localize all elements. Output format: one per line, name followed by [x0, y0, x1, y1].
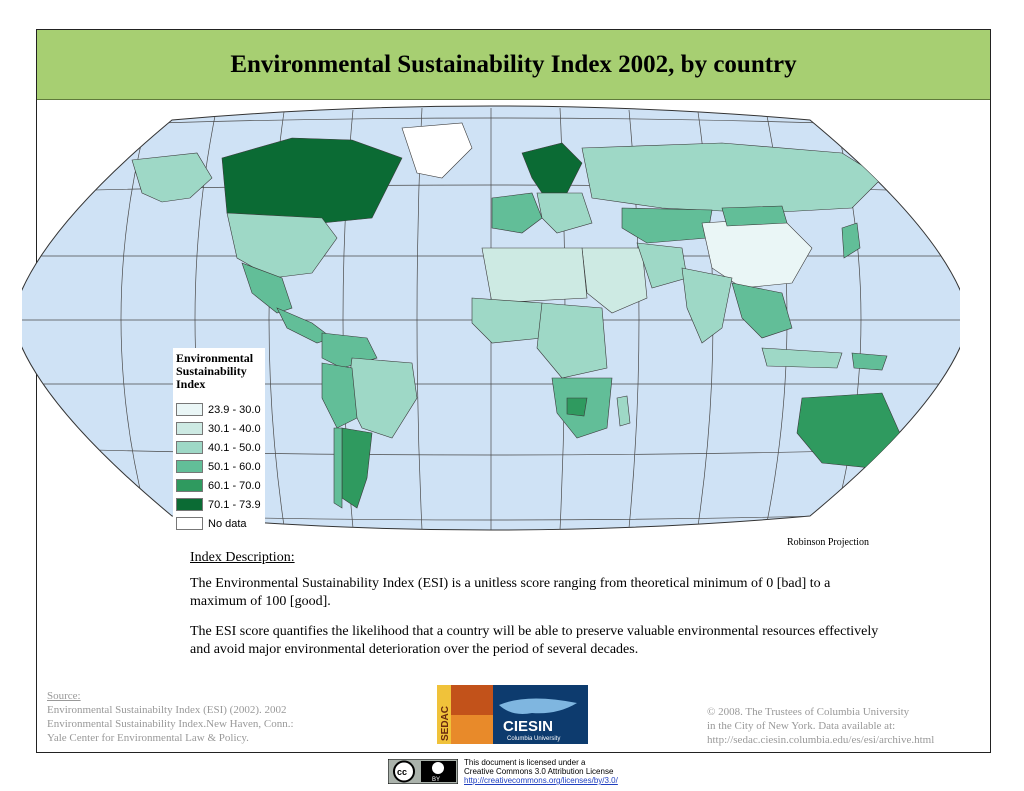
license-line: This document is licensed under a [464, 758, 586, 767]
world-map [11, 98, 971, 538]
country-india [681, 267, 733, 344]
legend-label: 60.1 - 70.0 [208, 479, 261, 492]
legend-title: Environmental Sustainability Index [173, 348, 265, 391]
legend-title-line: Environmental [176, 351, 254, 365]
source-block: Source: Environmental Sustainabilty Inde… [47, 689, 294, 745]
country-new-zealand [911, 457, 935, 494]
ciesin-subtext: Columbia University [507, 736, 560, 742]
legend-label: 30.1 - 40.0 [208, 422, 261, 435]
cc-by-badge-icon[interactable]: cc BY [388, 759, 458, 784]
sedac-ciesin-logo: SEDAC CIESIN Columbia University [437, 685, 588, 744]
ciesin-text: CIESIN [503, 718, 553, 735]
license-text: This document is licensed under a Creati… [464, 758, 618, 785]
legend-label: 23.9 - 30.0 [208, 403, 261, 416]
country-russia [581, 142, 883, 214]
country-usa [226, 212, 338, 279]
country-canada [221, 137, 403, 224]
description-paragraph-2: The ESI score quantifies the likelihood … [190, 624, 879, 657]
legend-label: No data [208, 517, 247, 530]
country-north-africa [481, 247, 588, 304]
legend-label: 40.1 - 50.0 [208, 441, 261, 454]
legend-title-line: Index [176, 377, 206, 391]
country-japan [841, 222, 861, 259]
legend-swatch [176, 403, 203, 416]
country-europe-west [491, 192, 543, 234]
copyright-block: © 2008. The Trustees of Columbia Univers… [707, 705, 934, 747]
legend-label: 70.1 - 73.9 [208, 498, 261, 511]
sedac-text: SEDAC [440, 706, 451, 741]
country-west-africa [471, 297, 543, 344]
country-central-africa [536, 302, 608, 379]
description-heading: Index Description: [190, 550, 295, 565]
country-greenland [401, 122, 473, 179]
sedac-bar [437, 685, 451, 744]
source-line: Environmental Sustainability Index.New H… [47, 718, 294, 730]
legend-swatch [176, 441, 203, 454]
data-url[interactable]: http://sedac.ciesin.columbia.edu/es/esi/… [707, 734, 935, 746]
source-line: Yale Center for Environmental Law & Poli… [47, 732, 249, 744]
copyright-line: in the City of New York. Data available … [707, 720, 896, 732]
legend-item: 50.1 - 60.0 [176, 460, 261, 473]
legend-item: 30.1 - 40.0 [176, 422, 261, 435]
country-alaska [131, 152, 213, 203]
country-png [851, 352, 888, 371]
by-text: BY [432, 777, 440, 783]
country-indonesia [761, 347, 843, 369]
country-mexico [241, 262, 293, 314]
legend-label: 50.1 - 60.0 [208, 460, 261, 473]
country-botswana [566, 397, 588, 417]
legend-swatch [176, 498, 203, 511]
projection-label: Robinson Projection [787, 537, 869, 548]
source-heading: Source: [47, 690, 81, 702]
license-link[interactable]: http://creativecommons.org/licenses/by/3… [464, 776, 618, 785]
license-block: cc BY This document is licensed under a … [388, 758, 618, 785]
country-southeast-asia [731, 282, 793, 339]
ciesin-image [493, 685, 588, 744]
country-kazakhstan [621, 207, 713, 244]
logo-svg: SEDAC CIESIN Columbia University [437, 685, 588, 744]
country-mongolia [721, 205, 788, 227]
legend-swatch [176, 422, 203, 435]
legend-swatch [176, 479, 203, 492]
legend: Environmental Sustainability Index 23.9 … [173, 348, 265, 534]
legend-item: 40.1 - 50.0 [176, 441, 261, 454]
legend-item: 70.1 - 73.9 [176, 498, 261, 511]
country-madagascar [616, 395, 631, 427]
source-line: Environmental Sustainabilty Index (ESI) … [47, 704, 287, 716]
legend-swatch [176, 460, 203, 473]
country-europe-east [536, 192, 593, 234]
copyright-line: © 2008. The Trustees of Columbia Univers… [707, 706, 910, 718]
legend-swatch [176, 517, 203, 530]
map-title: Environmental Sustainability Index 2002,… [230, 50, 797, 78]
legend-item: No data [176, 517, 247, 530]
legend-item: 60.1 - 70.0 [176, 479, 261, 492]
country-chile [333, 427, 343, 509]
description-paragraph-1: The Environmental Sustainability Index (… [190, 576, 831, 609]
title-bar: Environmental Sustainability Index 2002,… [37, 30, 990, 100]
country-peru-bolivia [321, 362, 358, 429]
cc-text: cc [397, 767, 407, 777]
country-middle-east [581, 247, 648, 314]
world-map-svg [11, 105, 971, 531]
index-description: Index Description: The Environmental Sus… [190, 549, 890, 671]
license-line: Creative Commons 3.0 Attribution License [464, 767, 614, 776]
legend-item: 23.9 - 30.0 [176, 403, 261, 416]
legend-title-line: Sustainability [176, 364, 247, 378]
